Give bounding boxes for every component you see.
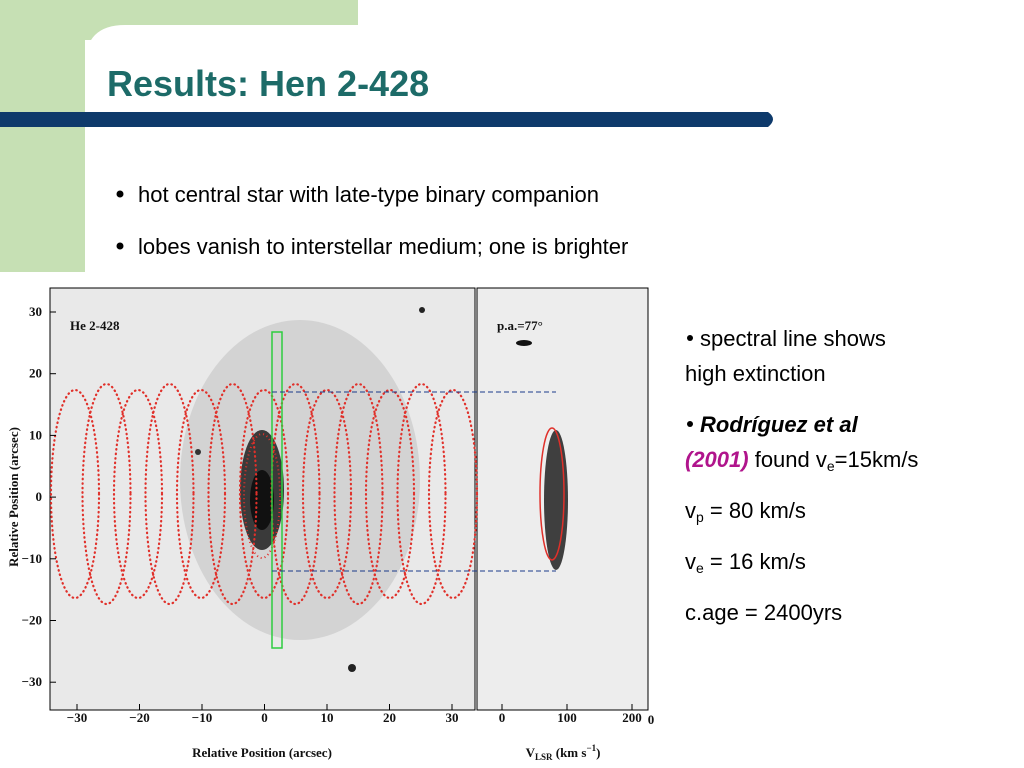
bullet-text: lobes vanish to interstellar medium; one… (138, 234, 628, 259)
nebula-center (250, 470, 274, 530)
note-text: ve = 16 km/s (685, 549, 806, 576)
note-text: spectral line shows (700, 326, 886, 351)
note-sub: p (696, 509, 704, 525)
title-bar (0, 112, 773, 127)
x-tick-label: −10 (192, 710, 212, 725)
note-text: high extinction (685, 361, 826, 386)
note-part: found v (749, 447, 827, 472)
model-ellipse (301, 388, 353, 600)
panel-label: He 2-428 (70, 318, 120, 333)
model-ellipse (364, 388, 416, 600)
note-part: = 80 km/s (704, 498, 806, 523)
x-tick-label: 20 (383, 710, 396, 725)
x-tick-label: 200 (622, 710, 642, 725)
x-tick-label: 100 (557, 710, 577, 725)
x-tick-label: 0 (648, 712, 655, 727)
model-ellipse (81, 382, 132, 606)
x-tick-label: 0 (261, 710, 268, 725)
y-tick-label: −30 (22, 674, 42, 689)
y-tick-label: −20 (22, 613, 42, 628)
note-text: c.age = 2400yrs (685, 600, 842, 625)
note-sub: e (696, 560, 704, 576)
note-text: vp = 80 km/s (685, 498, 806, 525)
model-ellipse (238, 388, 290, 600)
note-part: v (685, 498, 696, 523)
y-tick-label: −10 (22, 551, 42, 566)
model-ellipse (539, 427, 565, 561)
bullet-text: hot central star with late-type binary c… (138, 182, 599, 207)
label-part: (km s (552, 745, 586, 760)
note-part: = 16 km/s (704, 549, 806, 574)
x-axis-label: Relative Position (arcsec) (192, 745, 332, 760)
y-tick-label: 30 (29, 304, 42, 319)
y-tick-label: 0 (36, 489, 43, 504)
note-sub: e (827, 458, 835, 474)
bullet-dot (116, 190, 124, 198)
star (516, 340, 532, 346)
label-part: ) (596, 745, 600, 760)
star (419, 307, 425, 313)
star (348, 664, 356, 672)
y-tick-label: 20 (29, 366, 42, 381)
y-tick-label: 10 (29, 427, 42, 442)
model-ellipse (243, 433, 281, 559)
note-part: =15km/s (835, 447, 919, 472)
model-ellipse (49, 388, 101, 600)
note-part: v (685, 549, 696, 574)
slide-title: Results: Hen 2-428 (107, 63, 429, 104)
model-ellipse (333, 382, 384, 606)
model-ellipse (112, 388, 164, 600)
label-sup: −1 (586, 743, 596, 753)
model-ellipse (270, 382, 321, 606)
bullet-dot (687, 421, 693, 427)
x-tick-label: 30 (446, 710, 459, 725)
nebula-glow (180, 320, 420, 640)
x-tick-label: −20 (129, 710, 149, 725)
x-tick-label: 0 (499, 710, 506, 725)
bullet-dot (116, 242, 124, 250)
bullet-dot (687, 335, 693, 341)
x-tick-label: −30 (67, 710, 87, 725)
green-side (0, 0, 85, 272)
panel-label: p.a.=77° (497, 318, 543, 333)
model-ellipse (427, 388, 479, 600)
slit (271, 331, 283, 649)
label-part: V (526, 745, 536, 760)
model-ellipse (396, 382, 447, 606)
citation: (2001) (685, 447, 749, 472)
star (195, 449, 201, 455)
label-sub: LSR (535, 752, 553, 762)
y-axis-label: Relative Position (arcsec) (6, 427, 21, 567)
x-axis-label: VLSR (km s−1) (526, 743, 601, 762)
model-ellipse (144, 382, 195, 606)
x-tick-label: 10 (321, 710, 334, 725)
model-ellipse (207, 382, 258, 606)
note-text: (2001) found ve=15km/s (685, 447, 918, 474)
model-ellipse (175, 388, 227, 600)
citation: Rodríguez et al (700, 412, 859, 437)
